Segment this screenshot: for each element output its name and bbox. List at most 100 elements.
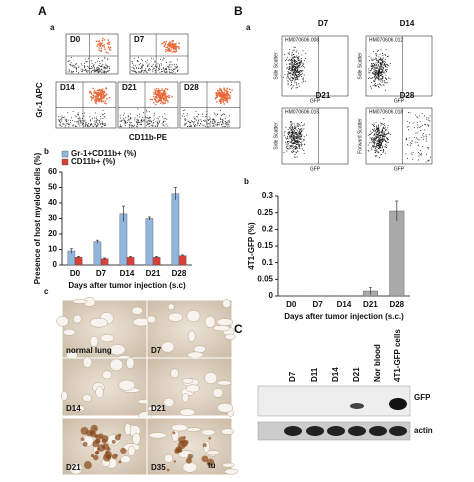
event-dot xyxy=(286,138,288,140)
event-dot xyxy=(178,46,180,48)
event-dot xyxy=(228,94,230,97)
event-dot xyxy=(224,99,227,102)
event-dot xyxy=(382,67,384,69)
event-dot xyxy=(181,115,183,117)
event-dot xyxy=(296,133,298,135)
event-dot xyxy=(374,137,376,139)
event-dot xyxy=(291,61,293,63)
event-dot xyxy=(376,72,378,74)
event-dot xyxy=(172,68,174,70)
plot-day: D21 xyxy=(316,91,331,100)
event-dot xyxy=(428,117,430,119)
event-dot xyxy=(67,112,69,114)
event-dot xyxy=(195,110,197,112)
event-dot xyxy=(104,68,106,70)
event-dot xyxy=(217,90,219,92)
event-dot xyxy=(382,123,384,125)
event-dot xyxy=(297,58,299,60)
event-dot xyxy=(377,143,379,145)
event-dot xyxy=(295,139,297,141)
event-dot xyxy=(77,118,79,120)
event-dot xyxy=(385,74,387,76)
event-dot xyxy=(76,120,78,122)
event-dot xyxy=(290,126,292,128)
event-dot xyxy=(138,121,140,123)
alveolus xyxy=(185,384,200,393)
event-dot xyxy=(382,135,384,137)
event-dot xyxy=(368,68,370,70)
event-dot xyxy=(294,73,296,75)
event-dot xyxy=(222,100,225,103)
sample-id: HM070606.015 xyxy=(285,109,319,115)
event-dot xyxy=(294,56,296,58)
event-dot xyxy=(171,71,173,73)
event-dot xyxy=(161,43,163,45)
event-dot xyxy=(288,54,290,56)
stain xyxy=(174,448,180,454)
event-dot xyxy=(297,63,299,65)
event-dot xyxy=(157,96,159,98)
event-dot xyxy=(428,134,430,136)
event-dot xyxy=(167,125,169,127)
event-dot xyxy=(200,122,202,124)
event-dot xyxy=(152,67,154,69)
event-dot xyxy=(374,67,376,69)
event-dot xyxy=(80,122,82,124)
event-dot xyxy=(376,77,378,79)
event-dot xyxy=(193,124,195,126)
event-dot xyxy=(142,119,144,121)
event-dot xyxy=(94,124,96,126)
event-dot xyxy=(298,131,300,133)
event-dot xyxy=(294,132,296,134)
event-dot xyxy=(296,137,298,139)
alveolus xyxy=(164,454,174,463)
y-tick-label: 0.05 xyxy=(257,274,273,283)
plot-day: D7 xyxy=(134,35,145,44)
event-dot xyxy=(387,139,389,141)
event-dot xyxy=(164,100,166,102)
event-dot xyxy=(214,113,216,115)
event-dot xyxy=(98,123,100,125)
event-dot xyxy=(300,59,302,61)
event-dot xyxy=(64,118,66,120)
event-dot xyxy=(72,120,74,122)
event-dot xyxy=(371,145,373,147)
event-dot xyxy=(134,65,136,67)
event-dot xyxy=(295,131,297,133)
event-dot xyxy=(198,113,200,115)
event-dot xyxy=(225,90,228,93)
event-dot xyxy=(428,119,430,121)
event-dot xyxy=(417,124,419,126)
event-dot xyxy=(383,118,385,120)
event-dot xyxy=(370,68,372,70)
event-dot xyxy=(378,65,380,67)
alveolus xyxy=(204,372,218,385)
blot-gfp xyxy=(257,385,411,417)
event-dot xyxy=(120,124,122,126)
event-dot xyxy=(220,117,222,119)
event-dot xyxy=(386,69,388,71)
event-dot xyxy=(294,146,296,148)
event-dot xyxy=(379,144,381,146)
event-dot xyxy=(387,138,389,140)
event-dot xyxy=(130,117,132,119)
event-dot xyxy=(381,63,383,65)
event-dot xyxy=(291,81,293,83)
event-dot xyxy=(291,55,293,57)
alveolus xyxy=(95,386,104,399)
event-dot xyxy=(294,136,296,138)
event-dot xyxy=(209,122,211,124)
event-dot xyxy=(291,128,293,130)
x-tick-label: D0 xyxy=(286,300,297,309)
event-dot xyxy=(296,67,298,69)
event-dot xyxy=(171,51,173,53)
event-dot xyxy=(378,78,380,80)
event-dot xyxy=(156,117,158,119)
alveolus xyxy=(167,312,183,322)
alveolus xyxy=(163,397,175,407)
event-dot xyxy=(209,124,211,126)
event-dot xyxy=(104,48,106,51)
event-dot xyxy=(298,74,300,76)
annotation: tu xyxy=(208,461,216,470)
event-dot xyxy=(299,136,301,138)
